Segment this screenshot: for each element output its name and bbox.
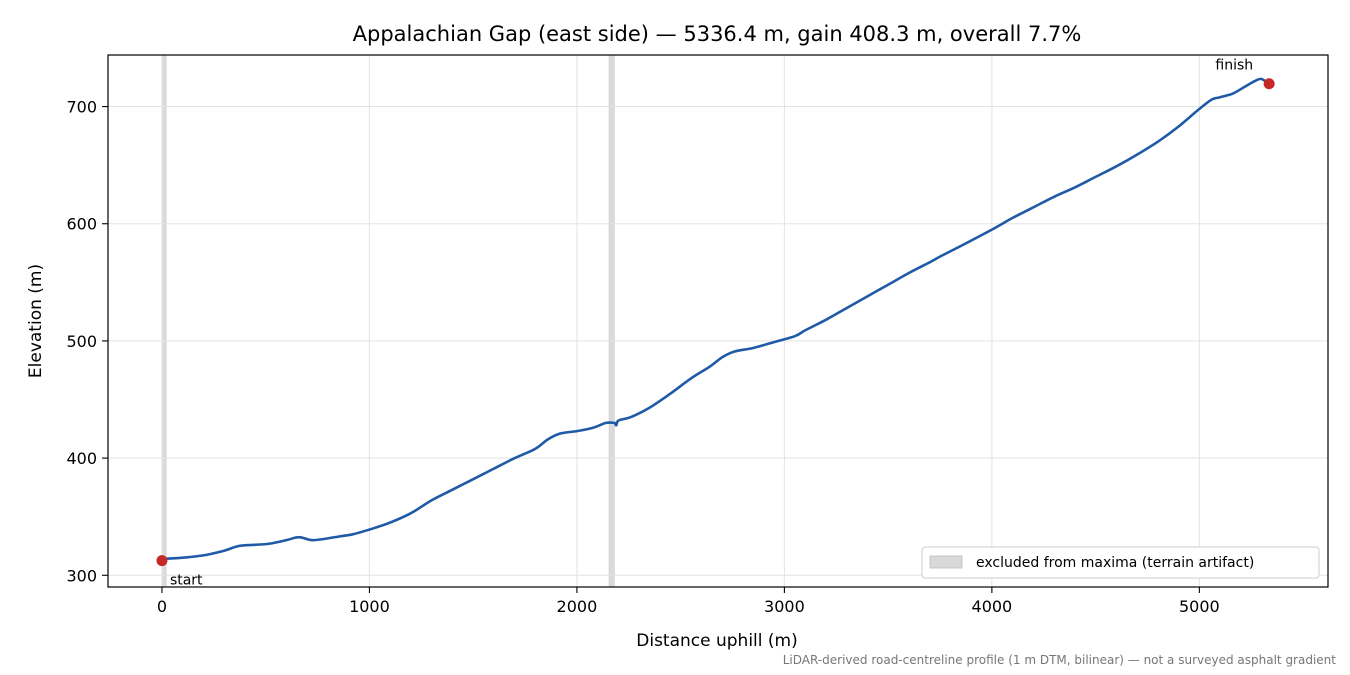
excluded-band-1	[161, 54, 167, 588]
x-tick-label: 0	[157, 597, 167, 616]
finish-annotation: finish	[1215, 58, 1253, 74]
x-tick-label: 5000	[1179, 597, 1220, 616]
plot-background	[108, 55, 1328, 587]
x-axis-label: Distance uphill (m)	[636, 631, 797, 651]
legend-box	[921, 546, 1320, 579]
y-axis-label: Elevation (m)	[26, 264, 46, 378]
endpoint-markers: start finish	[156, 58, 1275, 589]
start-marker	[156, 555, 168, 567]
plot-frame	[107, 54, 1329, 588]
x-tick-label: 3000	[764, 597, 805, 616]
figure-caption: LiDAR-derived road-centreline profile (1…	[783, 653, 1337, 667]
legend-swatch	[929, 555, 963, 569]
y-tick-label: 700	[66, 98, 97, 117]
y-axis-ticks: 300 400 500 600 700	[66, 98, 108, 585]
excluded-band-2	[608, 54, 615, 588]
chart-title: Appalachian Gap (east side) — 5336.4 m, …	[353, 22, 1082, 46]
elevation-profile-line	[160, 77, 1271, 561]
y-tick-label: 600	[66, 215, 97, 234]
start-annotation: start	[170, 573, 203, 589]
x-tick-label: 4000	[972, 597, 1013, 616]
legend-entry-excluded: excluded from maxima (terrain artifact)	[976, 555, 1254, 571]
y-tick-label: 500	[66, 332, 97, 351]
legend: excluded from maxima (terrain artifact)	[921, 546, 1320, 579]
plot-area: start finish	[107, 54, 1329, 589]
finish-marker	[1263, 78, 1275, 90]
y-tick-label: 400	[66, 449, 97, 468]
y-tick-label: 300	[66, 566, 97, 585]
x-tick-label: 2000	[557, 597, 598, 616]
x-axis-ticks: 0 1000 2000 3000 4000 5000	[157, 587, 1220, 616]
x-tick-label: 1000	[349, 597, 390, 616]
